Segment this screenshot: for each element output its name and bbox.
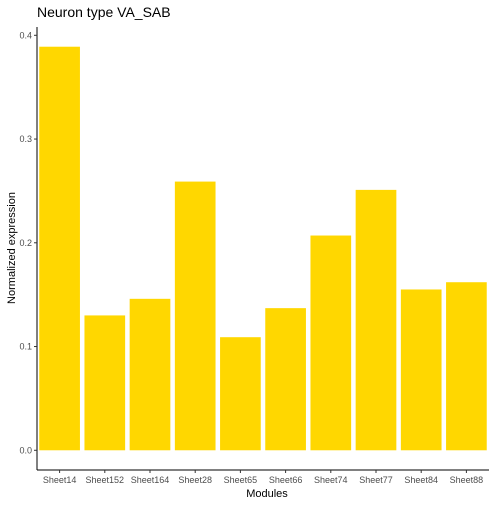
y-tick-label: 0.1 — [19, 342, 32, 352]
bar-sheet14 — [39, 46, 80, 451]
bar-sheet28 — [174, 181, 216, 451]
x-tick-label: Sheet66 — [269, 475, 303, 485]
x-tick-label: Sheet164 — [131, 475, 170, 485]
bar-sheet66 — [265, 308, 306, 451]
bar-sheet152 — [84, 315, 126, 451]
x-axis-label: Modules — [246, 488, 288, 500]
y-tick-label: 0.4 — [19, 30, 32, 40]
bar-sheet84 — [400, 289, 442, 451]
bar-sheet88 — [446, 282, 487, 451]
y-tick-label: 0.0 — [19, 445, 32, 455]
chart-title: Neuron type VA_SAB — [37, 4, 171, 20]
x-tick-label: Sheet77 — [359, 475, 393, 485]
bar-sheet74 — [310, 235, 352, 451]
x-tick-label: Sheet84 — [404, 475, 438, 485]
axes-layer: 0.0 0.1 0.2 0.3 0.4 Sheet14 Sheet152 Sheet164 Sh… — [19, 27, 489, 485]
x-tick-label: Sheet14 — [43, 475, 77, 485]
x-tick-label: Sheet74 — [314, 475, 348, 485]
x-tick-label: Sheet88 — [450, 475, 484, 485]
y-axis-label: Normalized expression — [6, 192, 18, 304]
x-tick-label: Sheet65 — [224, 475, 258, 485]
x-tick-label: Sheet28 — [178, 475, 212, 485]
bar-sheet164 — [129, 298, 171, 451]
bars-layer — [39, 46, 487, 451]
bar-sheet65 — [220, 337, 261, 451]
x-tick-label: Sheet152 — [86, 475, 125, 485]
bar-sheet77 — [355, 189, 397, 451]
y-tick-label: 0.2 — [19, 238, 32, 248]
y-tick-label: 0.3 — [19, 134, 32, 144]
